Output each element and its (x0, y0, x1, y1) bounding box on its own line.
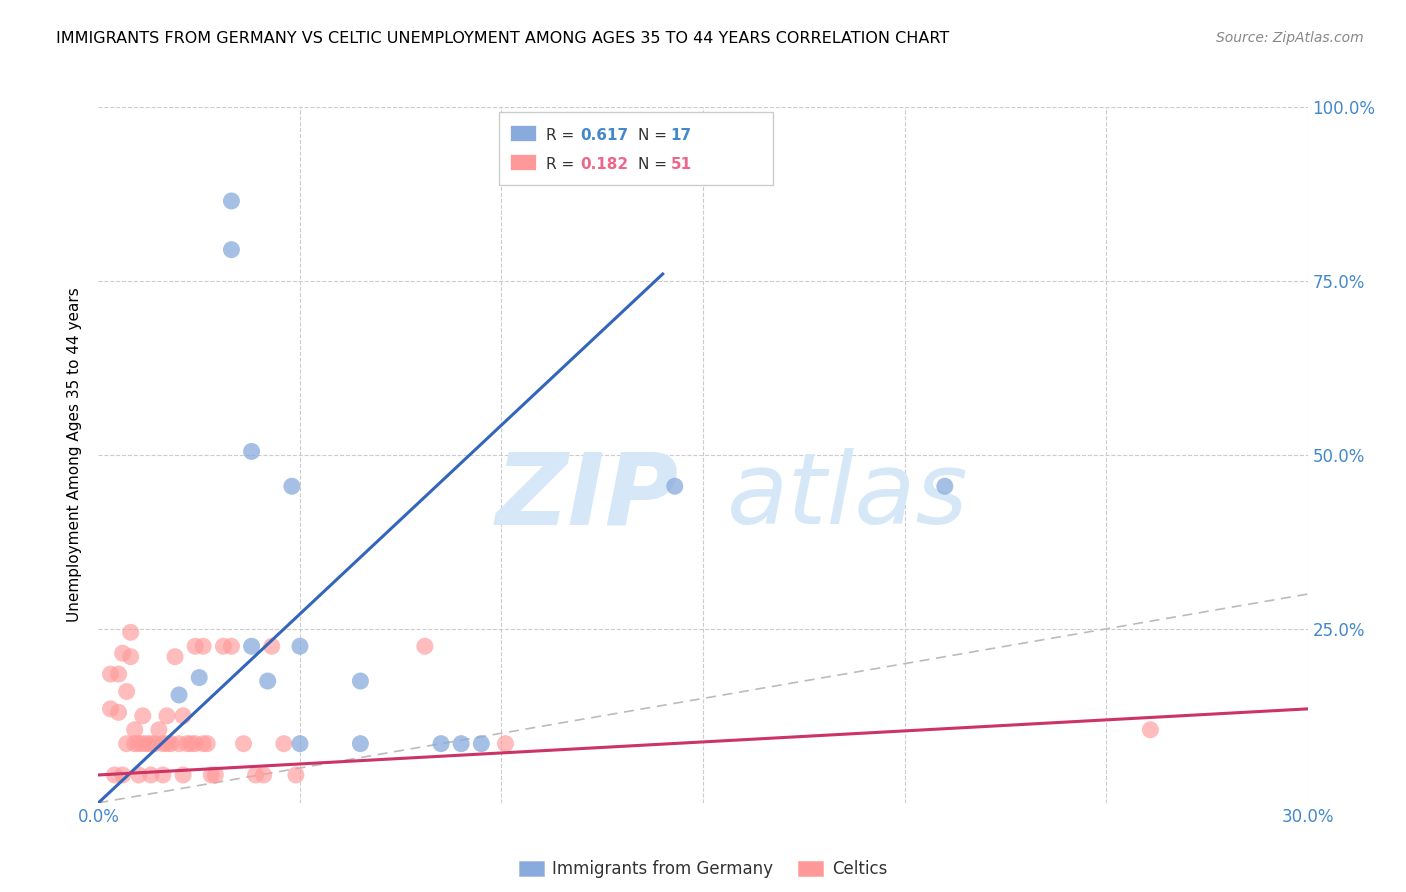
Point (288, 639, 311, 653)
Text: N =: N = (638, 128, 672, 143)
Point (128, 768, 150, 782)
Text: 0.617: 0.617 (581, 128, 628, 143)
Point (934, 479, 956, 493)
Point (132, 737, 155, 751)
Text: N =: N = (638, 157, 672, 172)
Point (180, 737, 202, 751)
Point (160, 737, 183, 751)
Point (284, 768, 307, 782)
Point (195, 737, 218, 751)
Legend: Immigrants from Germany, Celtics: Immigrants from Germany, Celtics (512, 854, 894, 885)
Point (1139, 723, 1161, 737)
Text: ZIP: ZIP (496, 448, 679, 545)
Point (120, 649, 142, 664)
Point (139, 737, 162, 751)
Point (124, 723, 146, 737)
Point (288, 737, 311, 751)
Point (107, 667, 129, 681)
Point (664, 479, 686, 493)
Point (100, 667, 122, 681)
Point (115, 737, 138, 751)
Point (148, 723, 170, 737)
Point (200, 768, 222, 782)
Point (212, 639, 235, 653)
Point (221, 194, 243, 208)
Point (240, 444, 263, 458)
Point (156, 737, 179, 751)
Point (260, 639, 283, 653)
Point (167, 688, 190, 702)
Text: atlas: atlas (727, 448, 969, 545)
Point (152, 768, 174, 782)
Point (413, 639, 436, 653)
Point (349, 737, 371, 751)
Point (100, 702, 122, 716)
Point (281, 479, 304, 493)
Point (495, 737, 517, 751)
Text: R =: R = (546, 128, 579, 143)
Point (143, 737, 166, 751)
Point (120, 625, 142, 640)
Point (232, 737, 254, 751)
Point (167, 737, 190, 751)
Point (470, 737, 492, 751)
Point (184, 639, 207, 653)
Point (221, 639, 243, 653)
Point (256, 674, 278, 689)
Point (430, 737, 453, 751)
Point (139, 768, 162, 782)
Point (273, 737, 295, 751)
Text: 51: 51 (671, 157, 692, 172)
Point (156, 708, 179, 723)
Point (124, 737, 146, 751)
Point (184, 737, 207, 751)
Point (163, 649, 186, 664)
Point (132, 708, 155, 723)
Point (204, 768, 226, 782)
Point (172, 708, 194, 723)
Point (253, 768, 276, 782)
Point (349, 674, 371, 689)
Point (188, 671, 211, 685)
Point (193, 737, 215, 751)
Point (103, 768, 125, 782)
Text: 0.182: 0.182 (581, 157, 628, 172)
Point (450, 737, 472, 751)
Point (128, 737, 150, 751)
Text: R =: R = (546, 157, 579, 172)
Point (111, 646, 134, 660)
Point (115, 684, 138, 698)
Point (245, 768, 267, 782)
Point (135, 737, 157, 751)
Point (152, 737, 174, 751)
Point (193, 639, 215, 653)
Y-axis label: Unemployment Among Ages 35 to 44 years: Unemployment Among Ages 35 to 44 years (67, 287, 83, 623)
Point (240, 639, 263, 653)
Point (172, 768, 194, 782)
Point (176, 737, 198, 751)
Text: Source: ZipAtlas.com: Source: ZipAtlas.com (1216, 31, 1364, 45)
Point (111, 768, 134, 782)
Text: IMMIGRANTS FROM GERMANY VS CELTIC UNEMPLOYMENT AMONG AGES 35 TO 44 YEARS CORRELA: IMMIGRANTS FROM GERMANY VS CELTIC UNEMPL… (56, 31, 949, 46)
Point (107, 706, 129, 720)
Text: 17: 17 (671, 128, 692, 143)
Point (221, 243, 243, 257)
